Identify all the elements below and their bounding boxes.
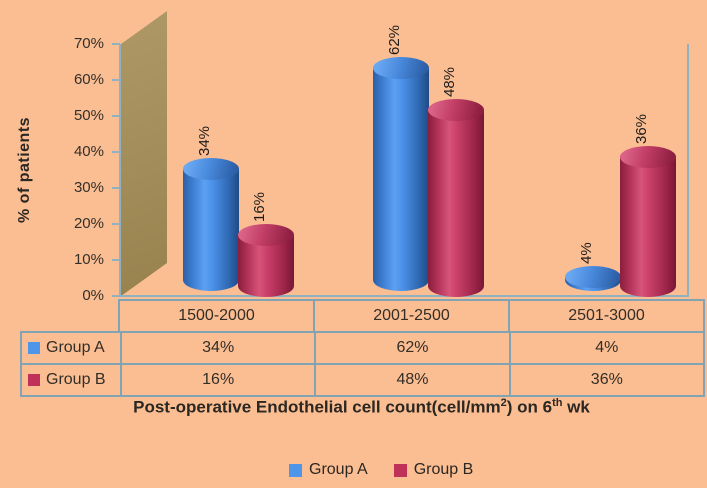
bar-group-a-1500-2000-cap bbox=[183, 157, 239, 180]
bar-group-b-2001-2500-cap bbox=[428, 98, 484, 121]
bar-value-label: 48% bbox=[441, 66, 458, 97]
series-swatch bbox=[28, 342, 40, 354]
table-row-header-label: Group B bbox=[46, 371, 106, 388]
y-tick-label: 30% bbox=[73, 179, 104, 196]
bar-value-label: 34% bbox=[196, 125, 213, 156]
table-row: Group A 34% 62% 4% bbox=[20, 331, 705, 365]
y-tick-mark bbox=[112, 223, 120, 225]
bar-group-b-2501-3000-cap bbox=[620, 145, 676, 168]
y-tick-mark bbox=[112, 79, 120, 81]
bar-value-label: 62% bbox=[386, 24, 403, 55]
table-cell: 34% bbox=[120, 333, 314, 363]
table-row: Group B 16% 48% 36% bbox=[20, 363, 705, 397]
table-column-header: 2001-2500 bbox=[313, 301, 508, 331]
y-axis-title: % of patients bbox=[16, 116, 33, 224]
bar-value-label: 36% bbox=[633, 113, 650, 144]
table-cell: 36% bbox=[508, 365, 703, 395]
bar-group-a-1500-2000 bbox=[183, 168, 239, 291]
legend-swatch bbox=[289, 463, 302, 477]
bar-group-b-2001-2500 bbox=[428, 109, 484, 297]
y-axis-line bbox=[119, 44, 121, 297]
chart-3d-wall bbox=[121, 11, 167, 296]
series-swatch bbox=[28, 374, 40, 386]
legend-label: Group A bbox=[309, 461, 368, 478]
bar-group-a-2501-3000-cap bbox=[565, 265, 621, 288]
x-axis-line bbox=[119, 295, 689, 297]
table-column-header: 2501-3000 bbox=[508, 301, 703, 331]
chart-legend: Group A Group B bbox=[289, 461, 473, 479]
table-row-header-group-a: Group A bbox=[22, 333, 120, 363]
y-tick-label: 50% bbox=[73, 107, 104, 124]
table-row-header-group-b: Group B bbox=[22, 365, 120, 395]
table-row-header-label: Group A bbox=[46, 339, 105, 356]
bar-group-b-1500-2000-cap bbox=[238, 223, 294, 246]
y-tick-label: 60% bbox=[73, 71, 104, 88]
y-tick-label: 10% bbox=[73, 251, 104, 268]
y-tick-label: 40% bbox=[73, 143, 104, 160]
bar-group-a-2001-2500 bbox=[373, 67, 429, 291]
table-header-row: 1500-2000 2001-2500 2501-3000 bbox=[118, 299, 705, 333]
table-column-header: 1500-2000 bbox=[178, 307, 255, 324]
bar-group-b-2501-3000 bbox=[620, 156, 676, 297]
y-tick-mark bbox=[112, 187, 120, 189]
table-cell: 16% bbox=[120, 365, 314, 395]
y-tick-label: 0% bbox=[82, 287, 104, 304]
y-tick-mark bbox=[112, 295, 120, 297]
y-tick-label: 70% bbox=[73, 35, 104, 52]
bar-group-a-2001-2500-cap bbox=[373, 56, 429, 79]
y-tick-mark bbox=[112, 43, 120, 45]
plot-right-border bbox=[687, 44, 689, 297]
table-cell: 4% bbox=[508, 333, 703, 363]
x-axis-title-text: Post-operative Endothelial cell count(ce… bbox=[133, 397, 501, 417]
y-tick-label: 20% bbox=[73, 215, 104, 232]
legend-item-group-a: Group A bbox=[289, 461, 368, 479]
y-tick-mark bbox=[112, 151, 120, 153]
superscript-th: th bbox=[552, 397, 563, 409]
table-cell: 62% bbox=[314, 333, 508, 363]
table-cell: 48% bbox=[314, 365, 508, 395]
superscript-2: 2 bbox=[500, 397, 507, 409]
legend-item-group-b: Group B bbox=[393, 461, 474, 479]
x-axis-title: Post-operative Endothelial cell count(ce… bbox=[133, 397, 590, 417]
bar-value-label: 4% bbox=[578, 241, 595, 264]
y-tick-mark bbox=[112, 115, 120, 117]
y-tick-mark bbox=[112, 259, 120, 261]
bar-value-label: 16% bbox=[251, 191, 268, 222]
legend-swatch bbox=[393, 463, 407, 477]
legend-label: Group B bbox=[413, 461, 474, 478]
